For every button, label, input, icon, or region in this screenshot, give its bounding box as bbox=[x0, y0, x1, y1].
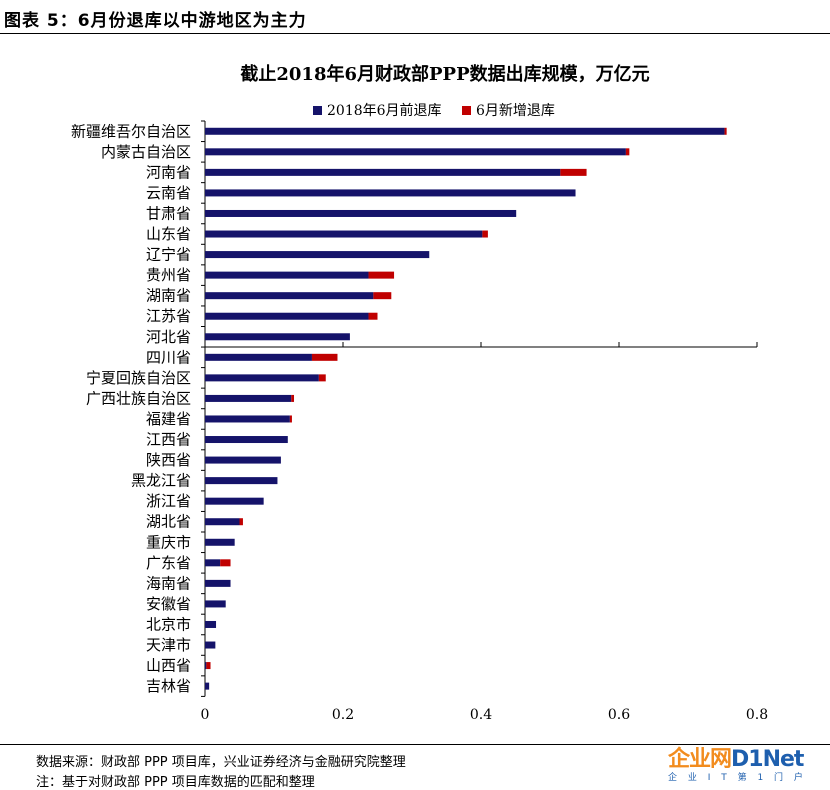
bar-series-2 bbox=[206, 662, 211, 670]
category-label: 北京市 bbox=[146, 615, 191, 633]
x-tick-label: 0.8 bbox=[746, 707, 768, 723]
source-note: 数据来源：财政部 PPP 项目库，兴业证券经济与金融研究院整理 bbox=[36, 755, 406, 770]
d1net-logo-text: 企业网D1Net bbox=[668, 748, 828, 772]
bar-series-1 bbox=[205, 415, 290, 423]
bar-series-1 bbox=[205, 477, 278, 485]
figure-label: 图表 5：6月份退库以中游地区为主力 bbox=[4, 11, 307, 31]
x-tick-label: 0 bbox=[201, 707, 210, 723]
legend-label-series-1: 2018年6月前退库 bbox=[327, 103, 442, 119]
bar-series-1 bbox=[205, 518, 240, 526]
bar-series-2 bbox=[311, 353, 338, 361]
bar-series-1 bbox=[205, 353, 312, 361]
category-label: 黑龙江省 bbox=[131, 472, 191, 490]
bar-series-2 bbox=[368, 312, 378, 320]
bar-series-1 bbox=[205, 600, 226, 608]
category-label: 云南省 bbox=[146, 184, 191, 202]
bar-series-1 bbox=[205, 641, 216, 649]
category-label: 湖北省 bbox=[146, 513, 191, 531]
x-tick-label: 0.4 bbox=[470, 707, 492, 723]
bar-series-1 bbox=[205, 436, 288, 444]
category-label: 辽宁省 bbox=[146, 246, 191, 264]
category-label: 吉林省 bbox=[146, 677, 191, 695]
legend-swatch-series-1 bbox=[313, 105, 322, 115]
bar-series-2 bbox=[560, 168, 587, 176]
legend-swatch-series-2 bbox=[462, 105, 471, 115]
category-label: 山西省 bbox=[146, 657, 191, 675]
bar-series-2 bbox=[482, 230, 488, 238]
category-label: 海南省 bbox=[146, 574, 191, 592]
chart-legend: 2018年6月前退库 6月新增退库 bbox=[313, 100, 571, 120]
bar-series-1 bbox=[205, 662, 207, 670]
bar-series-1 bbox=[205, 456, 281, 464]
d1net-logo: 企业网D1Net 企 业 I T 第 1 门 户 bbox=[668, 748, 828, 788]
bar-series-1 bbox=[205, 127, 725, 135]
category-label: 宁夏回族自治区 bbox=[86, 369, 191, 387]
category-label: 陕西省 bbox=[146, 451, 191, 469]
bar-series-2 bbox=[724, 127, 727, 135]
bar-series-1 bbox=[205, 230, 483, 238]
bar-series-2 bbox=[318, 374, 326, 382]
category-label: 湖南省 bbox=[146, 287, 191, 305]
bar-series-2 bbox=[289, 415, 292, 423]
bar-series-1 bbox=[205, 312, 369, 320]
figure-header: 图表 5：6月份退库以中游地区为主力 bbox=[0, 0, 830, 34]
category-label: 山东省 bbox=[146, 225, 191, 243]
bar-series-1 bbox=[205, 189, 576, 197]
legend-label-series-2: 6月新增退库 bbox=[476, 103, 555, 119]
bar-series-1 bbox=[205, 559, 221, 567]
category-label: 甘肃省 bbox=[146, 204, 191, 222]
x-tick-label: 0.6 bbox=[608, 707, 630, 723]
footer-rule bbox=[0, 744, 830, 745]
category-label: 四川省 bbox=[146, 348, 191, 366]
header-rule bbox=[0, 33, 830, 34]
category-label: 新疆维吾尔自治区 bbox=[71, 122, 191, 140]
bar-series-1 bbox=[205, 148, 626, 156]
category-label: 天津市 bbox=[146, 636, 191, 654]
category-label: 河南省 bbox=[146, 163, 191, 181]
remark-note: 注：基于对财政部 PPP 项目库数据的匹配和整理 bbox=[36, 775, 315, 790]
category-label: 内蒙古自治区 bbox=[101, 143, 191, 161]
bar-series-1 bbox=[205, 292, 374, 300]
category-label: 广东省 bbox=[146, 554, 191, 572]
chart-title: 截止2018年6月财政部PPP数据出库规模，万亿元 bbox=[240, 64, 650, 85]
bar-series-1 bbox=[205, 168, 561, 176]
category-label: 江西省 bbox=[146, 431, 191, 449]
bar-series-2 bbox=[625, 148, 630, 156]
category-label: 安徽省 bbox=[146, 595, 191, 613]
logo-text-en: D1Net bbox=[731, 747, 804, 772]
legend-item-series-2: 6月新增退库 bbox=[462, 100, 555, 120]
category-label: 福建省 bbox=[146, 410, 191, 428]
category-label: 广西壮族自治区 bbox=[86, 389, 191, 407]
bar-series-2 bbox=[291, 394, 295, 402]
category-label: 贵州省 bbox=[146, 266, 191, 284]
bar-chart: 0 0.2 0.4 0.6 0.8 新疆维吾尔自治区内蒙古自治区河南省云南省甘肃省山东省辽… bbox=[71, 120, 768, 723]
bar-series-2 bbox=[373, 292, 392, 300]
bar-series-1 bbox=[205, 374, 319, 382]
legend-item-series-1: 2018年6月前退库 bbox=[313, 100, 442, 120]
bar-series-1 bbox=[205, 394, 292, 402]
bar-series-1 bbox=[205, 579, 231, 587]
category-label: 浙江省 bbox=[146, 492, 191, 510]
bar-series-1 bbox=[205, 251, 430, 259]
bar-series-1 bbox=[205, 497, 264, 505]
bar-series-2 bbox=[220, 559, 231, 567]
bar-series-1 bbox=[205, 333, 350, 341]
d1net-logo-subtitle: 企 业 I T 第 1 门 户 bbox=[668, 773, 807, 783]
bar-series-1 bbox=[205, 620, 217, 628]
bar-series-1 bbox=[205, 209, 517, 217]
category-label: 重庆市 bbox=[146, 533, 191, 551]
bar-series-1 bbox=[205, 271, 369, 279]
x-tick-label: 0.2 bbox=[332, 707, 354, 723]
bar-series-2 bbox=[239, 518, 243, 526]
logo-text-cn: 企业网 bbox=[668, 747, 732, 772]
bar-series-1 bbox=[205, 682, 210, 690]
bar-series-2 bbox=[368, 271, 395, 279]
bar-series-1 bbox=[205, 538, 235, 546]
category-label: 河北省 bbox=[146, 328, 191, 346]
category-label: 江苏省 bbox=[146, 307, 191, 325]
